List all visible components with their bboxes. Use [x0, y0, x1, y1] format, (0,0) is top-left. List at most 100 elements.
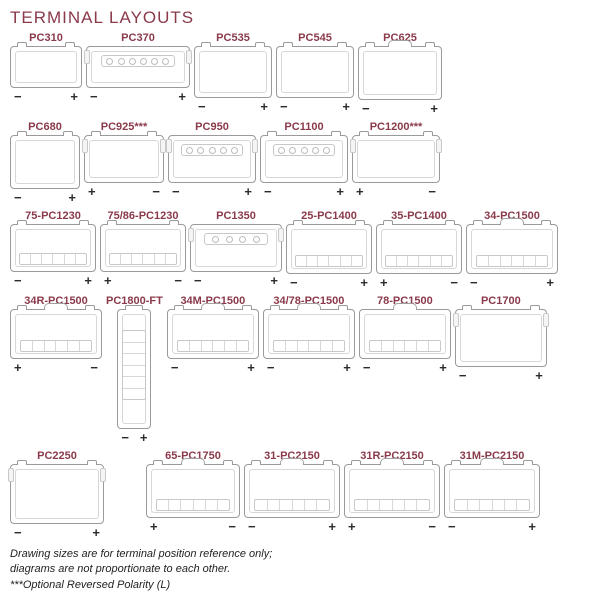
- polarity-right: −: [450, 276, 458, 289]
- layout-cell: 34/78-PC1500−+: [263, 295, 355, 444]
- cell-bank: [177, 340, 249, 352]
- battery-diagram: [86, 46, 190, 88]
- battery-wrap: −+: [263, 309, 355, 374]
- polarity-right: −: [90, 361, 98, 374]
- cell-bank: [20, 340, 92, 352]
- layout-cell: 75-PC1230−+: [10, 210, 96, 289]
- model-label: PC680: [28, 121, 62, 133]
- layout-cell: 31-PC2150−+: [244, 450, 340, 539]
- battery-diagram: [167, 309, 259, 359]
- terminal-lug: [147, 131, 157, 136]
- polarity-right: −: [174, 274, 182, 287]
- model-label: PC950: [195, 121, 229, 133]
- cell-bank: [19, 253, 86, 265]
- battery-wrap: −+: [276, 46, 354, 113]
- layout-cell: PC1350 −+: [190, 210, 282, 289]
- terminal-lug: [267, 131, 277, 136]
- layout-cell: [108, 450, 142, 539]
- polarity-left: −: [14, 191, 22, 204]
- battery-wrap: −+: [194, 46, 272, 113]
- terminal-lug: [91, 131, 101, 136]
- polarity-signs: −+: [263, 361, 355, 374]
- polarity-left: −: [194, 274, 202, 287]
- battery-wrap: −+: [190, 224, 282, 287]
- polarity-signs: −+: [260, 185, 348, 198]
- polarity-signs: −+: [244, 520, 340, 533]
- battery-diagram: [263, 309, 355, 359]
- layout-cell: PC1800-FT−+: [106, 295, 163, 444]
- terminal-lug: [153, 460, 163, 465]
- terminal-lug: [17, 460, 27, 465]
- terminal-lug: [351, 460, 361, 465]
- model-label: 35-PC1400: [391, 210, 447, 222]
- terminal-lug: [383, 220, 393, 225]
- layout-row: PC310−+PC370−+PC535−+PC545−+PC625−+: [10, 32, 590, 115]
- polarity-right: +: [546, 276, 554, 289]
- polarity-left: +: [150, 520, 158, 533]
- polarity-right: +: [244, 185, 252, 198]
- battery-diagram: [455, 309, 547, 367]
- polarity-left: +: [104, 274, 112, 287]
- polarity-signs: +−: [146, 520, 240, 533]
- terminal-lug: [523, 460, 533, 465]
- polarity-right: +: [430, 102, 438, 115]
- battery-diagram: [168, 135, 256, 183]
- layout-cell: PC950 −+: [168, 121, 256, 204]
- handle-icon: [500, 218, 524, 225]
- battery-wrap: −+: [260, 135, 348, 198]
- battery-wrap: −+: [167, 309, 259, 374]
- polarity-right: −: [152, 185, 160, 198]
- side-lug: [436, 139, 442, 153]
- polarity-left: −: [459, 369, 467, 382]
- layout-cell: 78-PC1500−+: [359, 295, 451, 444]
- layout-cell: 34M-PC1500−+: [167, 295, 259, 444]
- page-title: TERMINAL LAYOUTS: [10, 8, 590, 28]
- handle-icon: [297, 303, 321, 310]
- polarity-left: −: [363, 361, 371, 374]
- model-label: PC1350: [216, 210, 256, 222]
- battery-diagram: [359, 309, 451, 359]
- battery-wrap: −+: [168, 135, 256, 198]
- polarity-right: +: [343, 361, 351, 374]
- cell-bank: [122, 330, 146, 400]
- polarity-signs: +−: [100, 274, 186, 287]
- battery-wrap: +−: [10, 309, 102, 374]
- cell-bank: [354, 499, 429, 511]
- polarity-signs: −+: [10, 191, 80, 204]
- layout-grid-container: PC310−+PC370−+PC535−+PC545−+PC625−+PC680…: [10, 32, 590, 539]
- layout-cell: 31M-PC2150−+: [444, 450, 540, 539]
- terminal-lug: [17, 305, 27, 310]
- battery-diagram: [84, 135, 164, 183]
- battery-wrap: −+: [10, 46, 82, 103]
- polarity-right: +: [528, 520, 536, 533]
- side-lug: [8, 468, 14, 482]
- model-label: PC2250: [37, 450, 77, 462]
- terminal-lug: [201, 42, 211, 47]
- terminal-lug: [425, 42, 435, 47]
- polarity-signs: −+: [194, 100, 272, 113]
- battery-diagram: [466, 224, 558, 274]
- cell-bank: [109, 253, 176, 265]
- model-label: PC545: [298, 32, 332, 44]
- battery-diagram: [100, 224, 186, 272]
- polarity-left: +: [88, 185, 96, 198]
- battery-wrap: +−: [146, 464, 240, 533]
- model-label: PC925***: [101, 121, 147, 133]
- battery-diagram: [444, 464, 540, 518]
- polarity-signs: −+: [117, 431, 151, 444]
- side-lug: [543, 313, 549, 327]
- handle-icon: [280, 458, 304, 465]
- model-label: 75/86-PC1230: [108, 210, 179, 222]
- footnote-line: Drawing sizes are for terminal position …: [10, 547, 590, 562]
- model-label: PC1700: [481, 295, 521, 307]
- polarity-signs: −+: [358, 102, 442, 115]
- terminal-lug: [65, 42, 75, 47]
- layout-cell: PC2250−+: [10, 450, 104, 539]
- polarity-left: +: [14, 361, 22, 374]
- polarity-right: −: [228, 520, 236, 533]
- terminal-lug: [337, 42, 347, 47]
- polarity-right: +: [70, 90, 78, 103]
- battery-diagram: [117, 309, 151, 429]
- polarity-signs: +−: [344, 520, 440, 533]
- polarity-left: −: [290, 276, 298, 289]
